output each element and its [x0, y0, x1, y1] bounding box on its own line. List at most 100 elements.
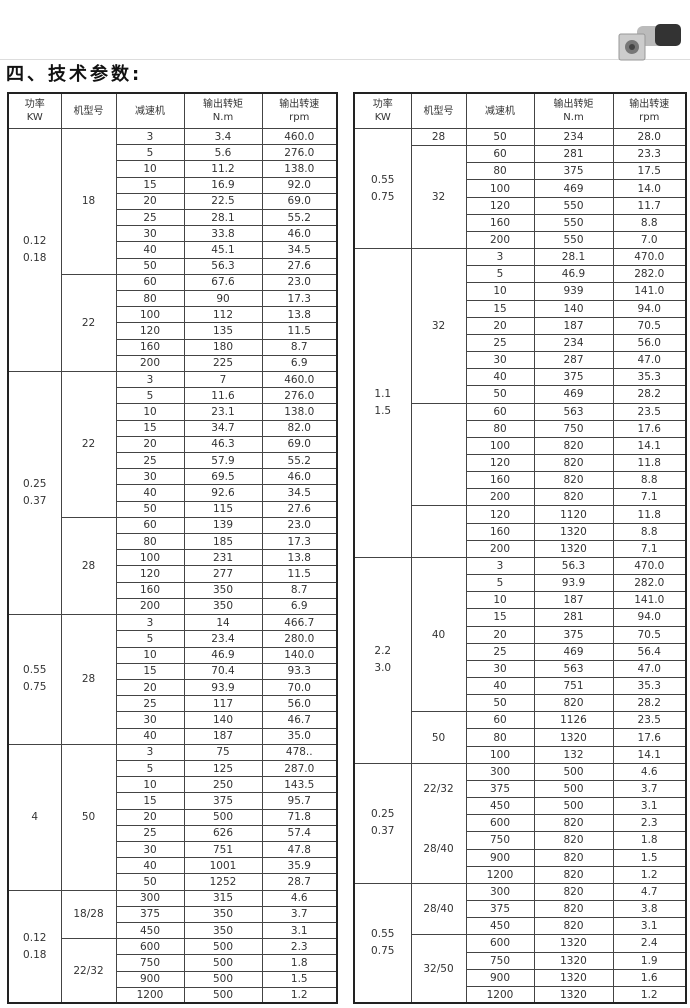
table-row: 1200 820 1.2: [354, 865, 687, 884]
speed-cell: 287.0: [261, 759, 338, 778]
speed-cell: 138.0: [261, 160, 338, 178]
speed-cell: 1.2: [612, 985, 687, 1004]
torque-cell: 820: [533, 831, 614, 850]
power-cell: 0.25 0.37: [353, 762, 412, 884]
speed-cell: 82.0: [261, 419, 338, 437]
ratio-cell: 750: [115, 954, 185, 972]
torque-cell: 820: [533, 488, 614, 507]
speed-cell: 8.8: [612, 471, 687, 490]
column-header-unit: rpm: [289, 112, 310, 123]
ratio-cell: 120: [465, 453, 535, 473]
torque-cell: 140: [533, 299, 614, 318]
ratio-cell: 80: [465, 162, 535, 181]
speed-cell: 35.3: [612, 368, 687, 387]
ratio-cell: 40: [115, 241, 185, 259]
ratio-cell: 60: [115, 273, 185, 292]
speed-cell: 282.0: [612, 265, 687, 284]
ratio-cell: 15: [115, 419, 185, 437]
speed-cell: 11.5: [261, 322, 338, 340]
model-cell: 50: [410, 711, 467, 764]
torque-cell: 820: [533, 917, 614, 936]
speed-cell: 8.8: [612, 213, 687, 232]
table-row: 20 22.5 69.0: [8, 192, 338, 211]
table-row: 80 90 17.3: [8, 290, 338, 308]
torque-cell: 250: [183, 776, 263, 794]
power-value: 0.12: [23, 931, 47, 944]
table-row: 120 820 11.8: [354, 453, 687, 473]
table-row: 50 820 28.2: [354, 694, 687, 713]
torque-cell: 750: [533, 419, 614, 438]
speed-cell: 3.8: [612, 900, 687, 919]
power-cell: 0.55 0.75: [353, 127, 412, 250]
torque-cell: 375: [533, 162, 614, 181]
torque-cell: 550: [533, 230, 614, 250]
power-value: 0.55: [371, 928, 395, 941]
table-row: 160 1320 8.8: [354, 522, 687, 541]
ratio-cell: 3: [465, 556, 535, 576]
column-header-line1: 减速机: [135, 105, 165, 117]
column-header-ratio: 减速机: [465, 92, 535, 129]
table-row: 450 820 3.1: [354, 917, 687, 936]
speed-cell: 140.0: [261, 646, 338, 664]
speed-cell: 460.0: [261, 127, 338, 146]
power-value: 2.2: [374, 645, 392, 658]
speed-cell: 17.6: [612, 419, 687, 438]
speed-cell: 2.3: [261, 938, 338, 956]
column-header-line1: 输出转速: [279, 99, 320, 110]
table-row: 20 46.3 69.0: [8, 435, 338, 454]
ratio-cell: 5: [465, 265, 535, 284]
torque-cell: 281: [533, 145, 614, 164]
torque-cell: 500: [183, 808, 263, 826]
model-cell: 28: [60, 516, 117, 616]
torque-cell: 820: [533, 900, 614, 919]
speed-cell: 3.7: [261, 905, 338, 923]
speed-cell: 1.5: [612, 848, 687, 867]
speed-cell: 56.0: [612, 333, 687, 353]
torque-cell: 69.5: [183, 468, 263, 486]
torque-cell: 140: [183, 711, 263, 729]
speed-cell: 1.6: [612, 968, 687, 987]
ratio-cell: 100: [465, 745, 535, 764]
table-row: 40 751 35.3: [354, 676, 687, 696]
power-value: 0.25: [371, 808, 395, 821]
speed-cell: 14.1: [612, 436, 687, 455]
model-cell: 28: [410, 127, 467, 147]
speed-cell: 23.5: [612, 402, 687, 421]
column-header-torque: 输出转矩 N.m: [183, 92, 263, 129]
table-row: 0.55 0.75 28 3 14 466.7: [7, 614, 338, 745]
speed-cell: 11.8: [612, 505, 687, 524]
table-row: 30 563 47.0: [354, 659, 687, 679]
speed-cell: 141.0: [612, 591, 687, 610]
ratio-cell: 40: [465, 368, 535, 387]
ratio-cell: 20: [465, 625, 535, 644]
column-header-torque: 输出转矩 N.m: [533, 92, 614, 129]
ratio-cell: 160: [115, 581, 185, 599]
table-row: 22 60 67.6 23.0: [8, 273, 338, 373]
speed-cell: 460.0: [261, 371, 338, 389]
column-header-power: 功率 KW: [7, 92, 62, 129]
ratio-cell: 30: [465, 351, 535, 370]
torque-cell: 820: [533, 436, 614, 455]
torque-cell: 7: [183, 371, 263, 389]
table-row: 450 500 3.1: [354, 797, 687, 816]
ratio-cell: 10: [115, 160, 185, 178]
speed-cell: 4.6: [261, 889, 338, 907]
torque-cell: 1120: [533, 505, 614, 524]
speed-cell: 55.2: [261, 452, 338, 470]
column-header-power: 功率 KW: [353, 92, 412, 129]
table-row: 28 60 139 23.0: [8, 516, 338, 616]
power-value: 0.18: [23, 948, 47, 961]
power-value: 0.75: [23, 681, 47, 694]
torque-cell: 187: [533, 316, 614, 335]
speed-cell: 3.1: [612, 797, 687, 816]
speed-cell: 17.3: [261, 290, 338, 308]
table-row: 15 140 94.0: [354, 299, 687, 318]
speed-cell: 11.5: [261, 565, 338, 583]
speed-cell: 466.7: [261, 614, 338, 632]
torque-cell: 375: [183, 792, 263, 810]
torque-cell: 115: [183, 500, 263, 518]
section-heading: 四、技术参数:: [6, 64, 143, 85]
ratio-cell: 50: [465, 694, 535, 713]
header-divider: [0, 59, 690, 60]
torque-cell: 23.1: [183, 403, 263, 421]
